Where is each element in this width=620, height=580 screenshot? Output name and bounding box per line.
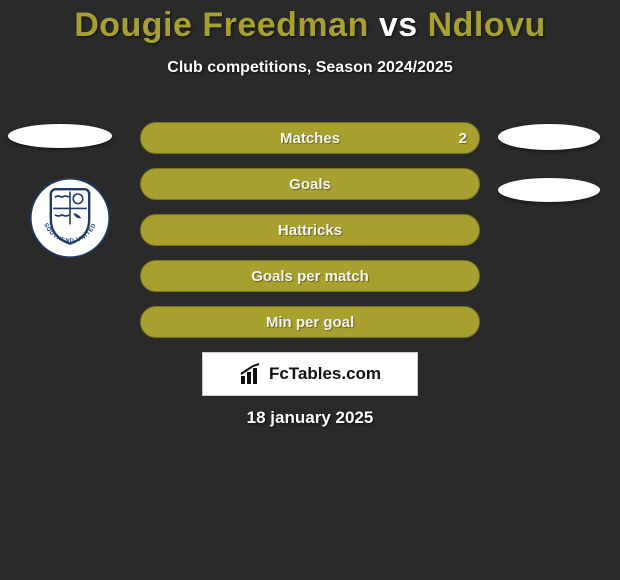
stat-row-hattricks: Hattricks (140, 214, 480, 246)
player2-name: Ndlovu (428, 6, 546, 44)
stats-container: Matches 2 Goals Hattricks Goals per matc… (140, 122, 480, 352)
bar-chart-icon (239, 362, 263, 386)
player2-badge-placeholder-2 (498, 178, 600, 202)
stat-label: Matches (280, 130, 340, 147)
stat-row-goals: Goals (140, 168, 480, 200)
stat-row-goals-per-match: Goals per match (140, 260, 480, 292)
subtitle: Club competitions, Season 2024/2025 (0, 59, 620, 77)
vs-text: vs (379, 6, 418, 44)
stat-label: Min per goal (266, 314, 354, 331)
page-title: Dougie Freedman vs Ndlovu (0, 0, 620, 45)
player1-name: Dougie Freedman (74, 6, 369, 44)
stat-label: Goals (289, 176, 331, 193)
stat-row-matches: Matches 2 (140, 122, 480, 154)
player2-badge-placeholder-1 (498, 124, 600, 150)
stat-value-right: 2 (459, 130, 467, 147)
player1-badge-placeholder (8, 124, 112, 148)
brand-logo[interactable]: FcTables.com (202, 352, 418, 396)
stat-label: Hattricks (278, 222, 342, 239)
club-crest: SOUTHEND UNITED (30, 178, 110, 258)
stat-row-min-per-goal: Min per goal (140, 306, 480, 338)
stat-label: Goals per match (251, 268, 369, 285)
date-text: 18 january 2025 (0, 408, 620, 428)
brand-text: FcTables.com (269, 364, 381, 384)
